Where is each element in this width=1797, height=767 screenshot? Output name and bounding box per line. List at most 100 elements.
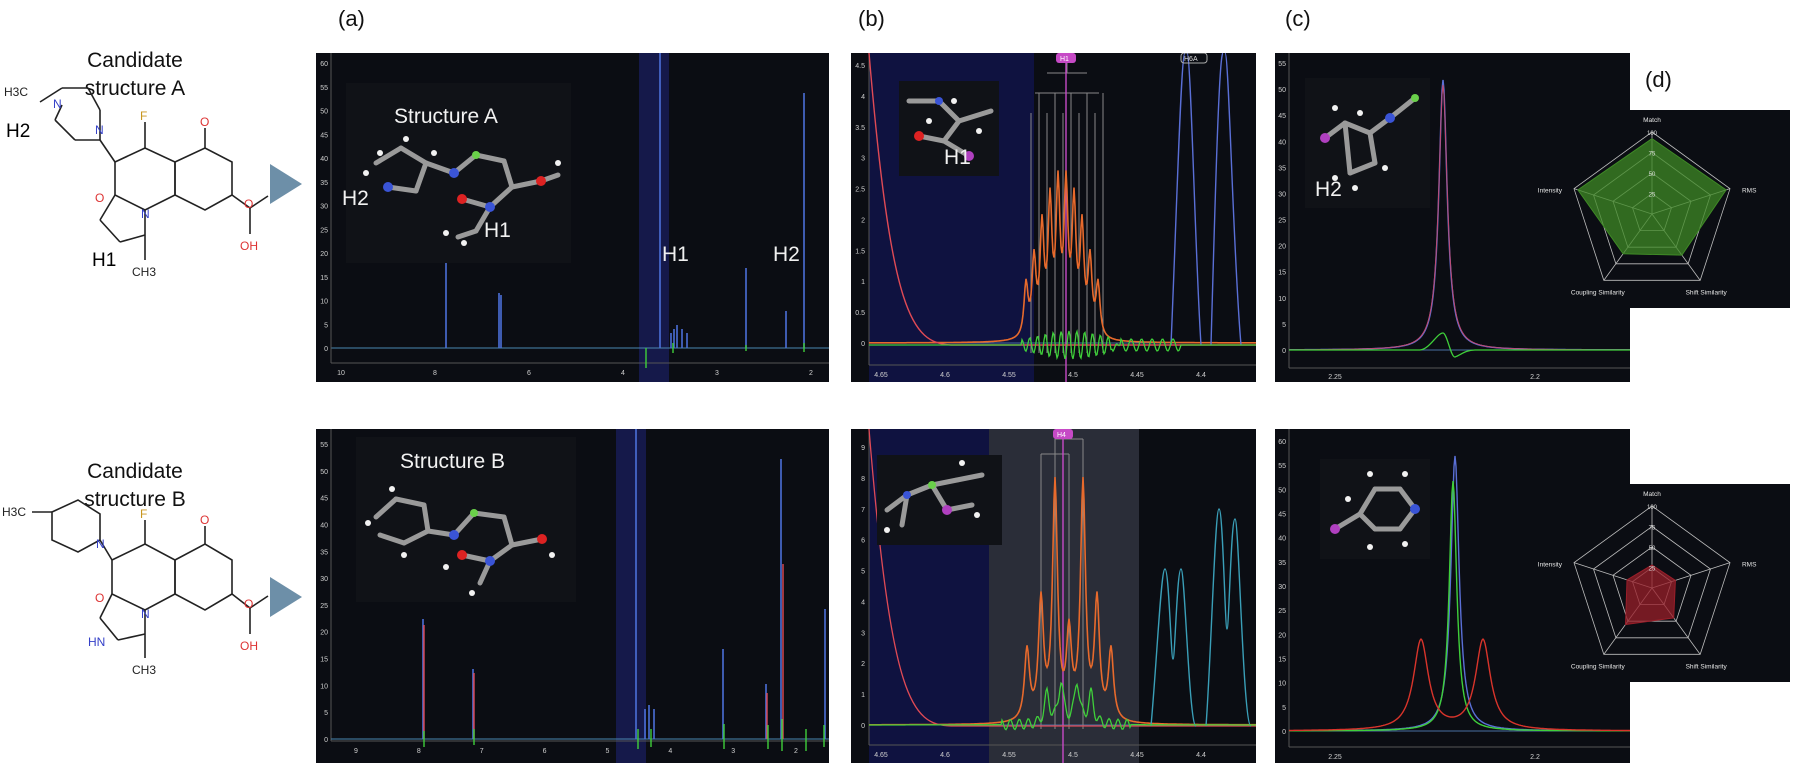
radar-ring-label: 100: [1647, 505, 1658, 511]
x-tick-label: 2.25: [1328, 374, 1342, 381]
x-tick-label: 7: [480, 748, 484, 755]
radar-ring-label: 75: [1649, 526, 1656, 532]
y-tick-label: 1: [861, 279, 865, 286]
x-tick-label: 10: [337, 370, 345, 377]
radar-value-polygon: [1624, 564, 1676, 626]
y-tick-label: 50: [320, 469, 328, 476]
x-tick-label: 4.65: [874, 372, 888, 379]
radar-axis-label: Shift Similarity: [1686, 663, 1728, 670]
label-c: (c): [1285, 6, 1311, 31]
zoom-c-a-yticks: 0 5 10 15 20 25 30 35 40 45 50 55: [1278, 61, 1286, 355]
x-tick-label: 4.55: [1002, 372, 1016, 379]
candidate-b-title: Candidate structure B: [40, 458, 230, 514]
radar-ring-label: 25: [1649, 193, 1656, 199]
y-tick-label: 3: [861, 156, 865, 163]
radar-a: 25 50 75 100 Match RMS Shift Similarity Couplin…: [1515, 110, 1790, 308]
x-tick-label: 4.55: [1002, 752, 1016, 759]
mol-b-a-3d-icon: [906, 97, 994, 161]
candidate-a-atom-f: F: [140, 109, 147, 123]
y-tick-label: 45: [320, 132, 328, 139]
label-a: (a): [338, 6, 365, 31]
mol-c-b: [1320, 459, 1430, 559]
y-tick-label: 10: [1278, 681, 1286, 688]
y-tick-label: 30: [1278, 191, 1286, 198]
mol-b-full-3d-icon: [365, 486, 555, 596]
radar-ring-label: 25: [1649, 567, 1656, 573]
zoom-c-b-yticks: 0 5 10 15 20 25 30 35 40 45 50 55 60: [1278, 439, 1286, 736]
x-tick-label: 9: [354, 748, 358, 755]
y-tick-label: 0: [861, 341, 865, 348]
y-tick-label: 45: [1278, 512, 1286, 519]
y-tick-label: 5: [1282, 705, 1286, 712]
radar-ring: [1573, 131, 1731, 281]
zoom-b-a-tag2: H6A: [1184, 56, 1198, 63]
y-tick-label: 1.5: [855, 248, 865, 255]
y-tick-label: 8: [861, 476, 865, 483]
mol-a-full-h2: H2: [342, 187, 369, 210]
y-tick-label: 10: [1278, 296, 1286, 303]
y-tick-label: 20: [1278, 244, 1286, 251]
candidate-a-line2: structure A: [84, 77, 186, 100]
candidate-a-h1-label: H1: [92, 250, 117, 271]
spectrum-zoom-b-b: H4 0 1 2 3 4 5 6 7 8 9 4.65 4.6 4.55 4.5 4.45 4.4: [851, 429, 1256, 763]
y-tick-label: 3: [861, 630, 865, 637]
y-tick-label: 6: [861, 538, 865, 545]
candidate-b-line1: Candidate: [87, 460, 183, 483]
x-tick-label: 2: [794, 748, 798, 755]
candidate-b-atom-h3c: H3C: [2, 505, 26, 519]
spectrum-zoom-c-b-svg: 0 5 10 15 20 25 30 35 40 45 50 55 60 2.25 2.2: [1278, 429, 1630, 761]
y-tick-label: 15: [320, 657, 328, 664]
zoom-b-a-yticks: 0 0.5 1 1.5 2 2.5 3 3.5 4 4.5: [855, 63, 865, 348]
y-tick-label: 2: [861, 217, 865, 224]
y-tick-label: 2: [861, 661, 865, 668]
radar-ring-label: 75: [1649, 152, 1656, 158]
spectrum-full-a-yticks: 0 5 10 15 20 25 30 35 40 45 50 55 60: [320, 61, 328, 353]
y-tick-label: 25: [1278, 218, 1286, 225]
candidate-a-structure: H3C N N F O N O O OH CH3: [4, 85, 269, 279]
label-d: (d): [1645, 67, 1672, 92]
zoom-c-b-xticks: 2.25 2.2: [1328, 754, 1540, 761]
radar-axis-label: Match: [1643, 117, 1661, 124]
x-tick-label: 4.45: [1130, 752, 1144, 759]
x-tick-label: 4.5: [1068, 752, 1078, 759]
mol-b-full: Structure B: [356, 437, 576, 602]
candidate-b-atom-ch3: CH3: [132, 663, 156, 677]
zoom-b-a-xticks: 4.65 4.6 4.55 4.5 4.45 4.4: [874, 372, 1206, 379]
candidate-a-line1: Candidate: [87, 49, 183, 72]
y-tick-label: 60: [1278, 439, 1286, 446]
arrow-a-icon: [270, 164, 302, 204]
x-tick-label: 2.2: [1530, 374, 1540, 381]
y-tick-label: 30: [1278, 584, 1286, 591]
candidate-b-atom-n3: N: [141, 607, 150, 621]
y-tick-label: 25: [320, 227, 328, 234]
spectrum-full-a-xticks: 10 8 6 4 3 2: [337, 370, 813, 377]
x-tick-label: 4: [621, 370, 625, 377]
peak-a-h2: H2: [773, 243, 800, 266]
radar-axis-label: Coupling Similarity: [1571, 289, 1626, 296]
candidate-b-atom-oh: OH: [240, 639, 258, 653]
x-tick-label: 6: [527, 370, 531, 377]
y-tick-label: 25: [320, 603, 328, 610]
y-tick-label: 45: [1278, 113, 1286, 120]
candidate-a-atom-ch3: CH3: [132, 265, 156, 279]
y-tick-label: 5: [324, 322, 328, 329]
zoom-b-b-yticks: 0 1 2 3 4 5 6 7 8 9: [861, 445, 865, 730]
radar-b: 25 50 75 100 Match RMS Shift Similarity Couplin…: [1515, 484, 1790, 682]
candidate-b-atom-o3: O: [244, 597, 253, 611]
candidate-a-atom-n3: N: [141, 207, 150, 221]
y-tick-label: 35: [1278, 165, 1286, 172]
spectrum-full-b-svg: 0 5 10 15 20 25 30 35 40 45 50 55 9 8 7 6 5 4 3 2: [320, 429, 829, 763]
radar-axis-label: RMS: [1742, 562, 1757, 569]
candidate-a-atom-o2: O: [200, 115, 209, 129]
candidate-a-atom-oh: OH: [240, 239, 258, 253]
mol-c-a: H2: [1305, 78, 1430, 208]
y-tick-label: 5: [324, 710, 328, 717]
radar-ring: [1593, 526, 1711, 639]
y-tick-label: 0: [324, 737, 328, 744]
x-tick-label: 2.2: [1530, 754, 1540, 761]
mol-b-a-h1: H1: [944, 146, 971, 169]
y-tick-label: 0: [1282, 729, 1286, 736]
radar-ring-label: 50: [1649, 546, 1656, 552]
zoom-b-b-tag: H4: [1057, 432, 1066, 439]
mol-c-a-3d-icon: [1320, 94, 1419, 191]
